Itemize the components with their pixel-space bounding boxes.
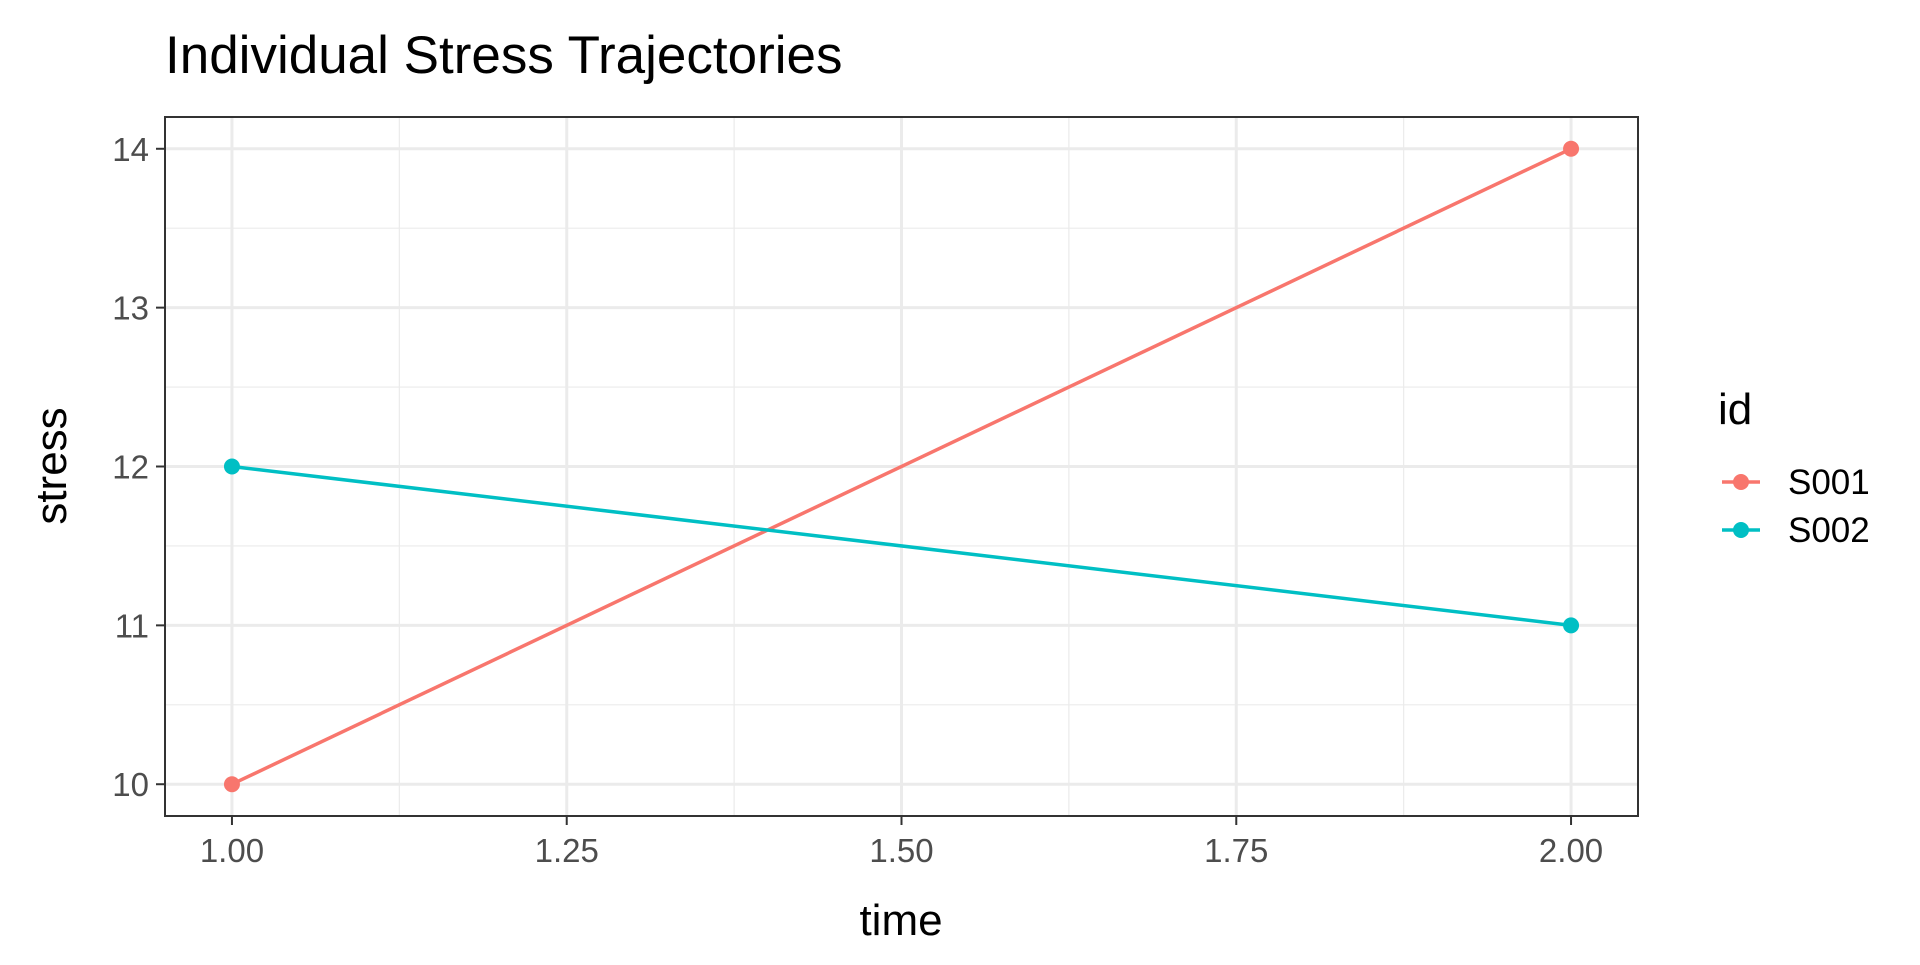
y-tick-label: 10 <box>112 766 149 803</box>
y-tick-label: 12 <box>112 449 149 486</box>
data-point-s002 <box>1563 617 1580 634</box>
x-tick-label: 1.00 <box>200 832 264 869</box>
x-axis: 1.00 1.25 1.50 1.75 2.00 <box>200 816 1603 869</box>
x-tick-label: 2.00 <box>1539 832 1603 869</box>
series-s001 <box>223 140 1580 793</box>
series-s002 <box>223 458 1580 634</box>
data-point-s002 <box>223 458 240 475</box>
legend-key-point <box>1733 522 1749 538</box>
series-line-s001 <box>231 147 1572 786</box>
legend-label: S001 <box>1788 463 1870 502</box>
x-tick-label: 1.25 <box>535 832 599 869</box>
legend: id S001 S002 <box>1718 385 1870 550</box>
y-tick-label: 11 <box>115 607 149 644</box>
y-tick-label: 14 <box>112 131 149 168</box>
series-layer <box>223 140 1580 793</box>
series-line-s002 <box>231 464 1572 628</box>
legend-title: id <box>1718 385 1752 434</box>
x-tick-label: 1.50 <box>869 832 933 869</box>
y-axis: 10 11 12 13 14 <box>112 131 165 803</box>
data-point-s001 <box>1563 140 1580 157</box>
legend-key-point <box>1733 474 1749 490</box>
legend-label: S002 <box>1788 511 1870 550</box>
legend-item-s001: S001 <box>1722 463 1870 502</box>
legend-items: S001 S002 <box>1722 463 1870 550</box>
x-tick-label: 1.75 <box>1204 832 1268 869</box>
chart-title: Individual Stress Trajectories <box>165 26 843 85</box>
y-axis-title: stress <box>27 407 76 524</box>
y-tick-label: 13 <box>112 290 149 327</box>
x-axis-title: time <box>859 896 942 945</box>
legend-item-s002: S002 <box>1722 511 1870 550</box>
data-point-s001 <box>223 776 240 793</box>
